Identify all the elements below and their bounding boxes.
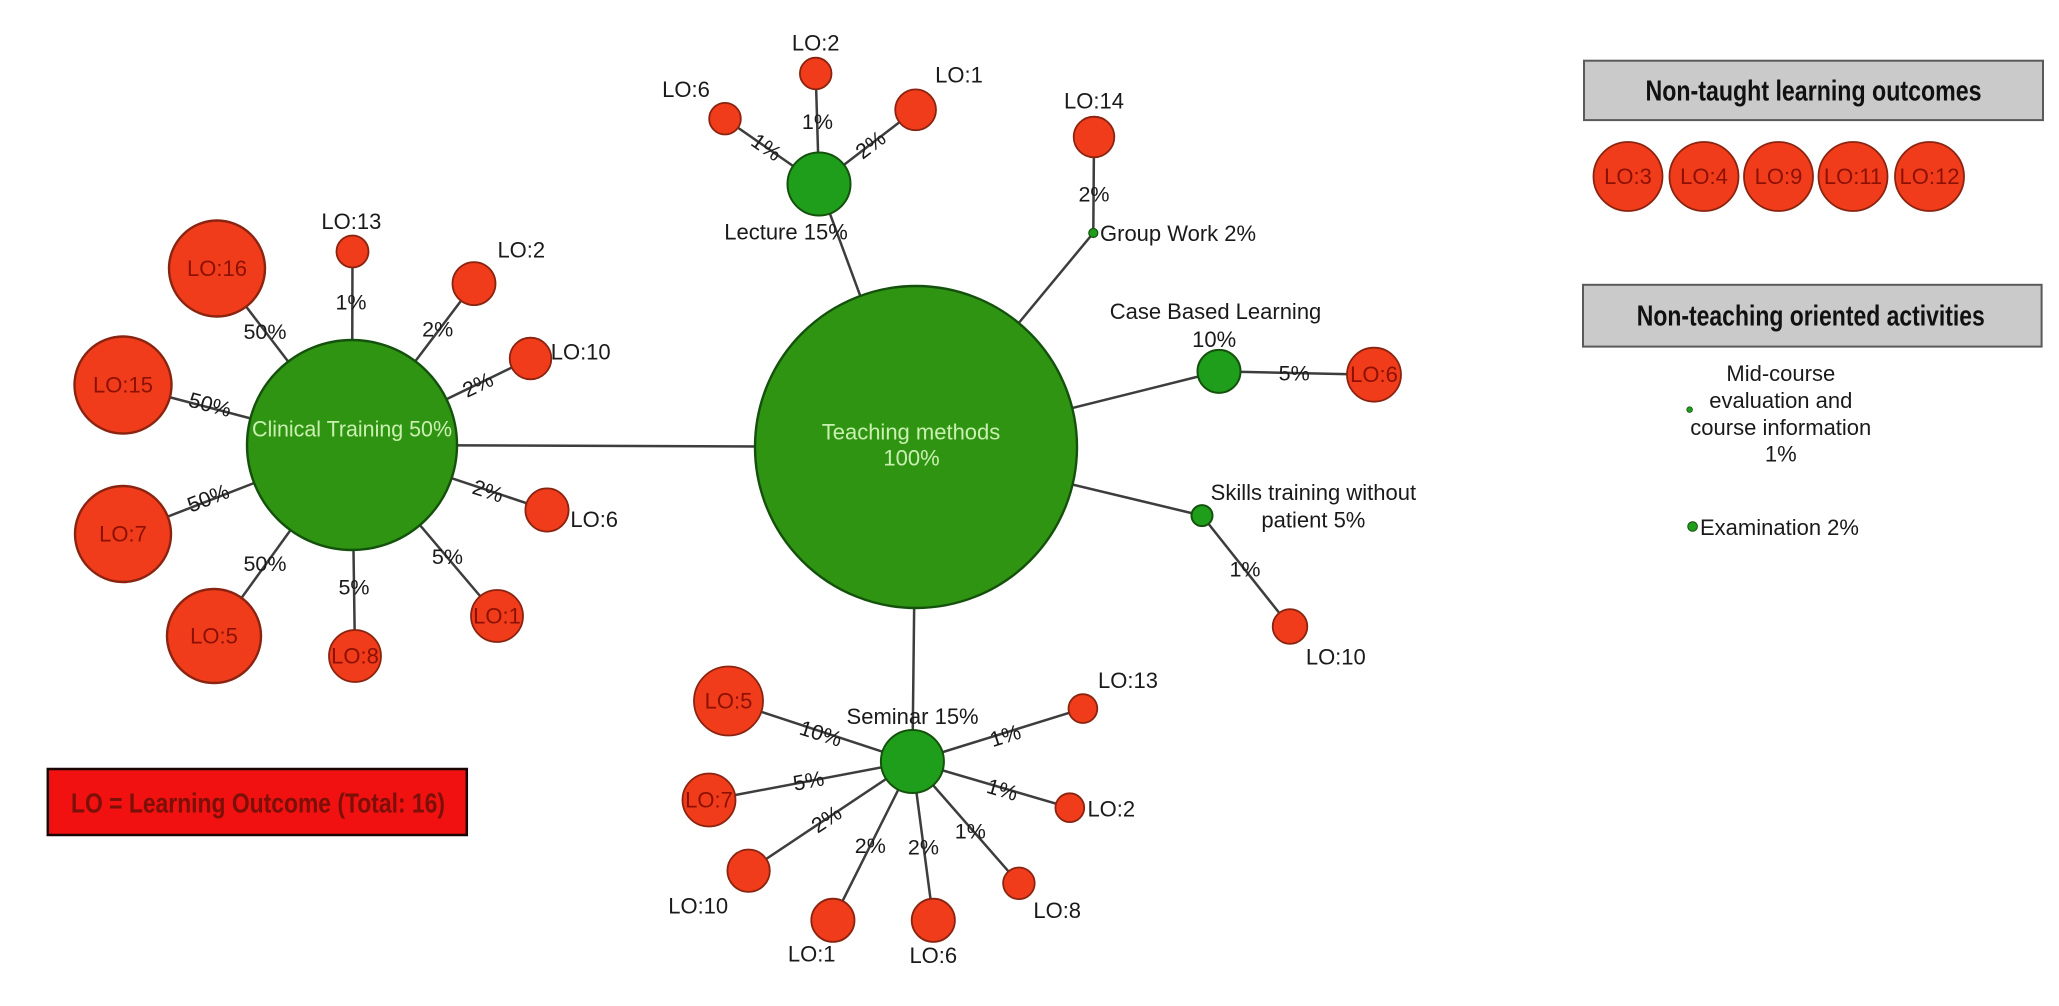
svg-text:LO:16: LO:16 (187, 256, 247, 281)
svg-text:LO:14: LO:14 (1064, 89, 1124, 114)
svg-text:LO:12: LO:12 (1900, 164, 1960, 189)
svg-text:evaluation and: evaluation and (1709, 388, 1852, 413)
svg-text:LO:4: LO:4 (1680, 164, 1728, 189)
svg-text:patient 5%: patient 5% (1261, 507, 1365, 532)
svg-text:Teaching methods: Teaching methods (822, 420, 1001, 445)
svg-text:Examination 2%: Examination 2% (1700, 515, 1859, 540)
svg-text:5%: 5% (791, 766, 826, 795)
svg-text:LO:8: LO:8 (331, 644, 379, 669)
svg-text:LO:10: LO:10 (1306, 644, 1366, 669)
svg-text:LO:6: LO:6 (909, 943, 957, 968)
svg-text:LO:11: LO:11 (1824, 164, 1882, 189)
svg-text:LO:7: LO:7 (99, 522, 147, 547)
svg-text:Group Work 2%: Group Work 2% (1100, 221, 1256, 246)
svg-text:LO:13: LO:13 (321, 209, 381, 234)
svg-text:LO:9: LO:9 (1755, 164, 1803, 189)
svg-text:LO:3: LO:3 (1604, 164, 1652, 189)
svg-text:Mid-course: Mid-course (1726, 361, 1835, 386)
svg-text:1%: 1% (1765, 441, 1797, 466)
svg-text:LO:8: LO:8 (1033, 898, 1081, 923)
svg-text:LO:1: LO:1 (788, 942, 836, 967)
svg-text:5%: 5% (432, 545, 463, 569)
svg-text:Clinical Training 50%: Clinical Training 50% (252, 417, 452, 442)
svg-text:1%: 1% (335, 291, 366, 315)
svg-text:5%: 5% (1279, 361, 1310, 385)
svg-text:Lecture 15%: Lecture 15% (724, 220, 848, 245)
svg-text:LO:6: LO:6 (662, 77, 710, 102)
svg-text:LO:13: LO:13 (1098, 668, 1158, 693)
svg-text:10%: 10% (1192, 327, 1236, 352)
svg-text:1%: 1% (955, 820, 986, 844)
svg-text:50%: 50% (243, 552, 286, 576)
svg-text:LO:1: LO:1 (935, 63, 983, 88)
svg-text:5%: 5% (338, 575, 369, 599)
svg-text:LO:2: LO:2 (792, 30, 840, 55)
svg-text:LO:6: LO:6 (1350, 362, 1398, 387)
svg-text:Skills training without: Skills training without (1211, 480, 1416, 505)
svg-text:Seminar 15%: Seminar 15% (847, 704, 979, 729)
svg-text:LO:6: LO:6 (570, 507, 618, 532)
svg-text:2%: 2% (908, 835, 939, 859)
svg-text:LO:2: LO:2 (497, 238, 545, 263)
svg-text:1%: 1% (802, 110, 833, 134)
svg-text:LO:5: LO:5 (705, 689, 753, 714)
svg-text:LO:7: LO:7 (685, 788, 733, 813)
svg-text:2%: 2% (422, 318, 453, 342)
svg-text:LO:1: LO:1 (473, 604, 521, 629)
svg-text:2%: 2% (1078, 183, 1109, 207)
svg-text:course information: course information (1690, 415, 1871, 440)
svg-text:1%: 1% (1229, 558, 1260, 582)
svg-text:LO:15: LO:15 (93, 373, 153, 398)
svg-text:Case Based Learning: Case Based Learning (1110, 299, 1322, 324)
svg-text:LO:10: LO:10 (668, 893, 728, 918)
svg-text:Non-teaching oriented activiti: Non-teaching oriented activities (1637, 301, 1985, 333)
svg-text:Non-taught learning outcomes: Non-taught learning outcomes (1646, 76, 1982, 108)
svg-text:50%: 50% (243, 320, 286, 344)
svg-text:2%: 2% (855, 834, 886, 858)
svg-text:LO = Learning Outcome (Total:: LO = Learning Outcome (Total: 16) (71, 788, 445, 819)
svg-text:LO:5: LO:5 (190, 624, 238, 649)
svg-text:100%: 100% (883, 446, 939, 471)
svg-text:LO:10: LO:10 (551, 340, 611, 365)
svg-text:LO:2: LO:2 (1087, 797, 1135, 822)
